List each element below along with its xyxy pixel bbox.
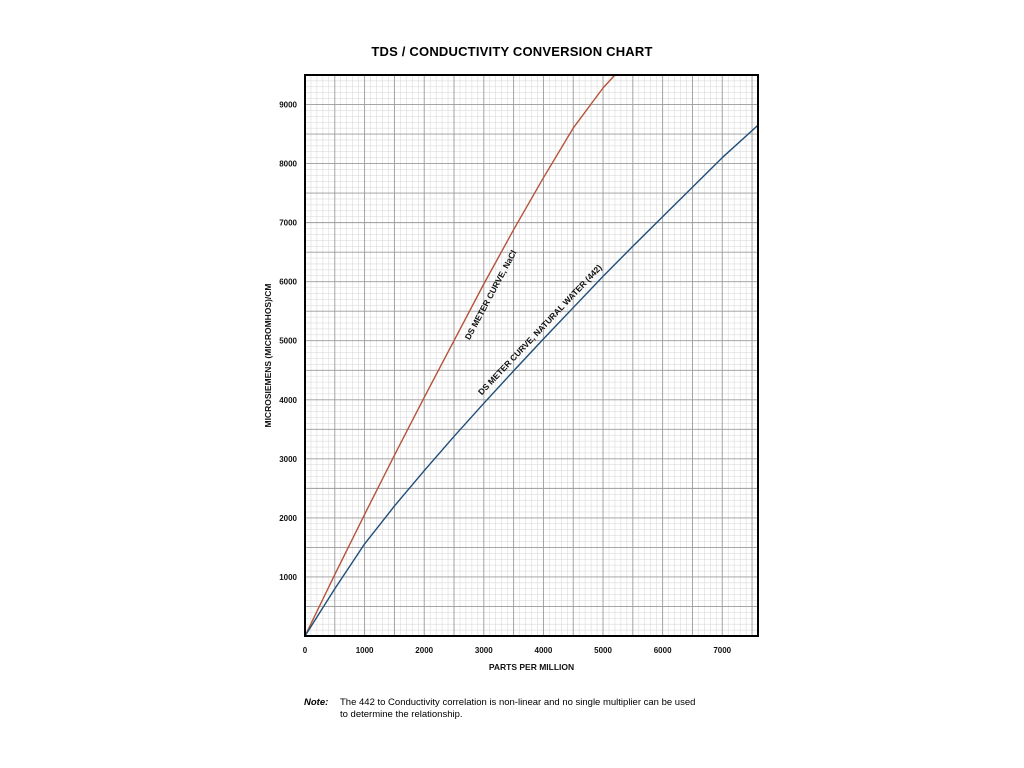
minor-gridlines	[305, 75, 758, 636]
y-tick-label: 9000	[279, 101, 297, 110]
x-tick-label: 0	[303, 646, 308, 655]
series-line-nacl	[304, 74, 616, 637]
series-line-natural-water	[304, 124, 759, 637]
x-axis-label: PARTS PER MILLION	[489, 662, 574, 672]
curve-label-nacl: DS METER CURVE, NaCl	[463, 248, 519, 341]
y-tick-label: 3000	[279, 455, 297, 464]
note-text: The 442 to Conductivity correlation is n…	[340, 697, 740, 721]
y-tick-label: 6000	[279, 278, 297, 287]
plot-frame	[304, 74, 759, 637]
major-gridlines	[305, 75, 758, 636]
chart-title: TDS / CONDUCTIVITY CONVERSION CHART	[371, 44, 653, 59]
note-text-line-2: to determine the relationship.	[340, 709, 463, 720]
x-tick-labels: 0 1000 2000 3000 4000 5000 6000 7000	[303, 646, 732, 655]
y-tick-label: 8000	[279, 160, 297, 169]
x-tick-label: 2000	[415, 646, 433, 655]
note-label: Note:	[304, 697, 329, 708]
x-tick-label: 1000	[356, 646, 374, 655]
y-tick-label: 5000	[279, 337, 297, 346]
x-tick-label: 3000	[475, 646, 493, 655]
y-axis-label: MICROSIEMENS (MICROMHOS)/CM	[263, 283, 273, 427]
y-tick-label: 7000	[279, 219, 297, 228]
y-tick-label: 1000	[279, 573, 297, 582]
x-tick-label: 7000	[713, 646, 731, 655]
x-tick-label: 5000	[594, 646, 612, 655]
footnote: Note: The 442 to Conductivity correlatio…	[304, 697, 740, 721]
x-tick-label: 6000	[654, 646, 672, 655]
y-tick-labels: 1000 2000 3000 4000 5000 6000 7000 8000 9000	[279, 101, 297, 582]
y-tick-label: 2000	[279, 514, 297, 523]
y-tick-label: 4000	[279, 396, 297, 405]
x-tick-label: 4000	[535, 646, 553, 655]
note-text-line-1: The 442 to Conductivity correlation is n…	[340, 697, 696, 708]
series-layer	[304, 74, 759, 637]
